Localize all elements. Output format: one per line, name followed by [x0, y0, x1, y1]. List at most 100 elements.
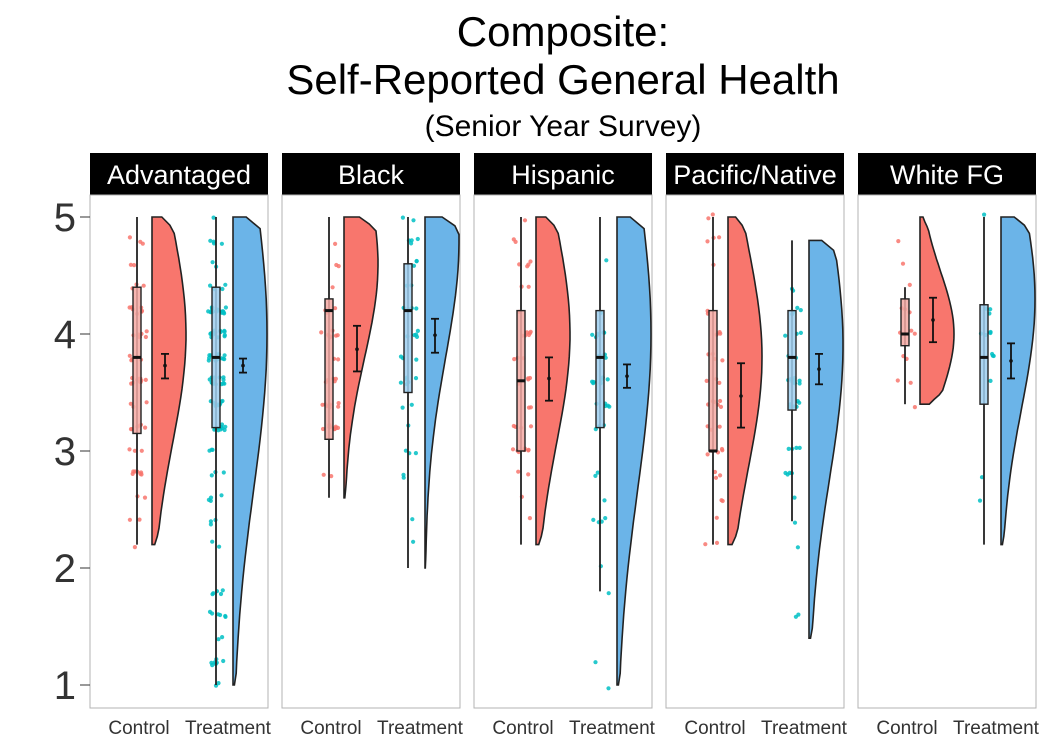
panel-1-border: [281, 194, 461, 709]
panel-0-treatment-point: [211, 591, 216, 596]
panel-2-treatment-point: [605, 377, 610, 382]
y-tick-label-5: 5: [54, 196, 76, 240]
panel-0-control-point: [128, 427, 134, 432]
facet-panels: Advantaged Control Treatment Black Control Tr…: [89, 153, 1040, 739]
panel-3-control-point: [705, 452, 710, 457]
panel-4-border: [857, 194, 1037, 709]
panel-1-treatment-point: [411, 539, 416, 544]
panel-3-control-point: [718, 404, 724, 409]
panel-2-control-violin: [535, 216, 571, 546]
panel-3-control-point: [718, 398, 723, 404]
panel-1-treatment-point: [401, 475, 406, 480]
panel-0-treatment-point: [220, 426, 225, 431]
panel-3-treatment-point: [798, 330, 804, 335]
panel-2-treatment-point: [591, 517, 596, 523]
panel-0-control-point: [132, 263, 137, 268]
panel-0-treatment-point: [219, 493, 224, 498]
panel-4-treatment-point: [982, 212, 987, 217]
panel-2-control-mean: [547, 376, 551, 381]
panel-0-control-point: [128, 262, 133, 267]
panel-1-control-point: [320, 426, 326, 432]
panel-1-strip: [282, 153, 460, 195]
panel-1-control-point: [333, 241, 338, 246]
panel-3-control-point: [719, 446, 725, 452]
panel-0-control-mean: [163, 363, 167, 368]
panel-0-treatment-point: [208, 238, 213, 243]
panel-3-control-box: [708, 309, 718, 452]
panel-3-control-point: [705, 239, 710, 244]
panel-4-treatment-box: [979, 304, 989, 405]
panel-1-x-label-control: Control: [300, 718, 361, 739]
panel-1-treatment-point: [403, 448, 408, 453]
panel-3-control-point: [703, 542, 708, 547]
panel-2-treatment-box: [595, 309, 605, 429]
panel-0-strip-label: Advantaged: [107, 160, 251, 190]
y-tick-label-4: 4: [54, 313, 76, 357]
panel-2-treatment-point: [595, 470, 600, 475]
panel-2-control-point: [526, 332, 532, 338]
panel-3-treatment-point: [792, 495, 797, 500]
panel-2-control-point: [526, 262, 531, 267]
panel-0-control-point: [129, 381, 134, 386]
panel-3-control-point: [717, 380, 722, 385]
panel-0-treatment-point: [206, 309, 211, 314]
panel-3-treatment-point: [796, 612, 801, 617]
panel-1: Black Control Treatment: [281, 153, 464, 739]
panel-0-treatment-point: [209, 447, 214, 452]
panel-0-control-violin: [151, 216, 187, 546]
panel-2-control-point: [522, 218, 528, 223]
panel-0-control-point: [143, 334, 148, 340]
panel-3-control-point: [717, 330, 722, 335]
chart-subtitle: (Senior Year Survey): [425, 110, 702, 143]
panel-3-control-point: [712, 469, 718, 475]
y-tick-label-3: 3: [54, 430, 76, 474]
panel-0-treatment-point: [220, 398, 225, 404]
panel-0: Advantaged Control Treatment: [89, 153, 272, 739]
panel-4-x-label-treatment: Treatment: [953, 718, 1040, 739]
panel-4-treatment-point: [977, 498, 983, 503]
chart-title-line-2: Self-Reported General Health: [286, 56, 839, 103]
panel-3-strip-label: Pacific/Native: [673, 160, 837, 190]
panel-1-treatment-point: [411, 218, 416, 223]
panel-3-control-mean: [739, 394, 743, 398]
panel-3-x-label-treatment: Treatment: [761, 718, 848, 739]
panel-1-control-point: [321, 472, 326, 477]
panel-2-control-point: [513, 239, 518, 244]
panel-0-treatment-point: [211, 215, 216, 220]
panel-2-control-point: [526, 284, 531, 289]
panel-2-treatment-point: [604, 258, 609, 263]
panel-1-treatment-mean: [433, 333, 437, 337]
panel-0-treatment-point: [216, 681, 221, 686]
panel-4-control-point: [912, 405, 918, 410]
panel-4-treatment-violin: [1000, 216, 1036, 546]
panel-2-control-point: [510, 447, 516, 452]
panel-1-control-point: [336, 404, 341, 409]
panel-0-control-point: [142, 495, 148, 500]
panel-1-treatment-point: [414, 306, 419, 311]
panel-2-treatment-point: [593, 473, 598, 478]
panel-0-control-point: [127, 353, 132, 358]
panel-0-treatment-point: [223, 613, 228, 619]
panel-2-x-label-control: Control: [492, 718, 553, 739]
panel-0-treatment-point: [223, 305, 228, 310]
panel-3-treatment-point: [786, 446, 791, 451]
panel-3-control-point: [720, 358, 725, 363]
panel-2-treatment-violin: [616, 216, 652, 686]
panel-3-treatment-point: [797, 381, 802, 386]
panel-1-treatment-point: [414, 332, 419, 337]
panel-0-treatment-point: [217, 544, 222, 549]
panel-0-treatment-point: [222, 333, 227, 338]
panel-0-control-point: [141, 283, 146, 288]
panel-0-treatment-point: [223, 424, 228, 429]
panel-1-control-point: [336, 357, 341, 362]
panel-1-strip-label: Black: [338, 160, 405, 190]
panel-0-treatment-point: [220, 635, 225, 640]
panel-1-control-box: [324, 298, 334, 440]
panel-1-treatment-violin: [424, 216, 460, 569]
panel-4-control-point: [907, 282, 912, 287]
panel-4-control-violin: [919, 216, 955, 405]
panel-4-strip-label: White FG: [890, 160, 1004, 190]
panel-2-treatment-mean: [625, 374, 629, 378]
panel-3-treatment-point: [794, 445, 799, 450]
panel-2-control-point: [528, 259, 533, 264]
